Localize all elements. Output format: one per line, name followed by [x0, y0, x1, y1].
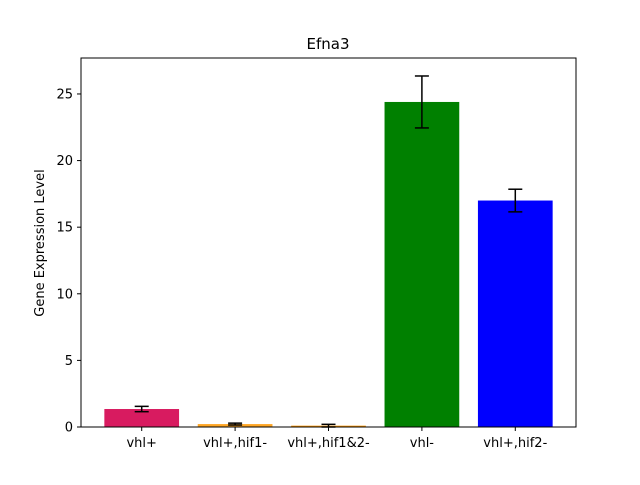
bar-0	[104, 409, 180, 427]
x-tick-label-4: vhl+,hif2-	[483, 436, 547, 451]
x-tick-label-3: vhl-	[410, 436, 435, 451]
bar-3	[384, 101, 460, 427]
x-tick-label-0: vhl+	[126, 436, 156, 451]
y-tick-label-4: 20	[56, 154, 73, 169]
chart-title: Efna3	[306, 35, 349, 53]
y-tick-label-5: 25	[56, 87, 73, 102]
y-tick-label-0: 0	[65, 421, 73, 436]
y-tick-label-1: 5	[65, 354, 73, 369]
y-tick-label-2: 10	[56, 287, 73, 302]
x-tick-label-2: vhl+,hif1&2-	[287, 436, 370, 451]
bar-4	[477, 200, 553, 427]
y-tick-label-3: 15	[56, 221, 73, 236]
y-axis-title: Gene Expression Level	[33, 169, 48, 316]
x-tick-label-1: vhl+,hif1-	[203, 436, 267, 451]
